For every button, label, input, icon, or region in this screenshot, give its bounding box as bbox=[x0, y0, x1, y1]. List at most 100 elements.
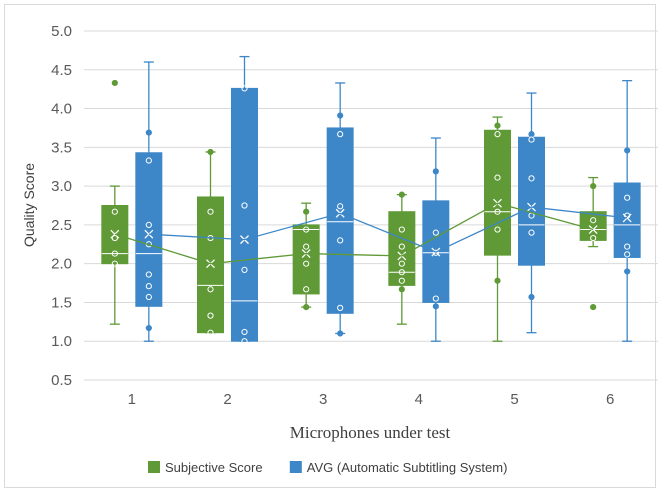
box-3 bbox=[326, 82, 354, 337]
mean-lines bbox=[114, 202, 628, 265]
outlier-point bbox=[590, 183, 597, 190]
y-tick-label: 2.0 bbox=[51, 256, 72, 273]
y-tick-label: 2.5 bbox=[51, 217, 72, 234]
x-tick-label: 1 bbox=[128, 391, 136, 408]
inner-point bbox=[398, 260, 405, 267]
inner-point bbox=[303, 226, 310, 233]
outlier-point bbox=[303, 303, 310, 311]
y-tick-label: 1.5 bbox=[51, 294, 72, 311]
box-3 bbox=[292, 202, 320, 311]
legend-swatch bbox=[289, 461, 302, 473]
box-4 bbox=[388, 191, 416, 325]
inner-point bbox=[398, 269, 405, 276]
legend-swatch bbox=[148, 461, 160, 473]
y-tick-label: 1.0 bbox=[51, 333, 72, 350]
inner-point bbox=[145, 157, 152, 164]
x-tick-label: 6 bbox=[606, 391, 614, 408]
inner-point bbox=[494, 131, 501, 138]
outlier-point bbox=[494, 122, 501, 129]
inner-point bbox=[337, 203, 344, 210]
outlier-point bbox=[145, 324, 152, 332]
inner-point bbox=[207, 329, 214, 336]
x-tick-label: 2 bbox=[223, 391, 231, 408]
inner-point bbox=[145, 221, 152, 228]
inner-point bbox=[432, 295, 439, 302]
outlier-point bbox=[432, 168, 439, 175]
outlier-point bbox=[432, 303, 439, 310]
outlier-point bbox=[528, 131, 535, 138]
y-tick-label: 4.5 bbox=[51, 62, 72, 79]
box-iqr bbox=[579, 211, 607, 241]
outlier-point bbox=[494, 277, 501, 284]
x-axis-label: Microphones under test bbox=[290, 423, 451, 442]
inner-point bbox=[111, 208, 118, 215]
y-tick-label: 0.5 bbox=[51, 372, 72, 389]
box-2 bbox=[231, 55, 258, 345]
outlier-point bbox=[207, 148, 214, 156]
y-tick-label: 3.5 bbox=[51, 139, 72, 156]
mean-line-subjective-score bbox=[114, 202, 594, 265]
series-avg bbox=[135, 55, 641, 345]
inner-point bbox=[303, 260, 310, 267]
inner-point bbox=[145, 271, 152, 278]
inner-point bbox=[528, 229, 535, 236]
inner-point bbox=[590, 234, 597, 242]
inner-point bbox=[398, 243, 405, 250]
inner-point bbox=[145, 283, 152, 290]
inner-point bbox=[303, 286, 310, 293]
outlier-point bbox=[111, 79, 118, 87]
inner-point bbox=[624, 251, 631, 258]
y-axis-label: Quality Score bbox=[21, 163, 37, 247]
inner-point bbox=[398, 277, 405, 284]
box-1 bbox=[101, 79, 129, 325]
legend-entry: Subjective Score bbox=[148, 460, 263, 475]
inner-point bbox=[241, 202, 248, 209]
box-iqr bbox=[613, 182, 641, 258]
grid-lines bbox=[84, 30, 658, 381]
legend-label: Subjective Score bbox=[165, 460, 263, 475]
y-tick-label: 4.0 bbox=[51, 101, 72, 118]
box-4 bbox=[422, 137, 450, 342]
box-iqr bbox=[197, 196, 224, 334]
box-iqr bbox=[326, 127, 354, 314]
inner-point bbox=[398, 226, 405, 233]
y-tick-label: 5.0 bbox=[51, 23, 72, 40]
inner-point bbox=[111, 260, 118, 267]
inner-point bbox=[241, 338, 248, 345]
inner-point bbox=[590, 217, 597, 224]
x-tick-label: 4 bbox=[415, 391, 423, 408]
mean-marker bbox=[588, 225, 598, 235]
box-iqr bbox=[231, 87, 258, 342]
inner-point bbox=[624, 243, 631, 250]
mean-marker bbox=[144, 229, 154, 239]
outlier-point bbox=[398, 191, 405, 198]
legend-entry: AVG (Automatic Subtitling System) bbox=[289, 460, 508, 475]
inner-point bbox=[494, 226, 501, 233]
inner-point bbox=[432, 249, 439, 256]
inner-point bbox=[241, 266, 248, 273]
inner-point bbox=[528, 136, 535, 143]
inner-point bbox=[241, 328, 248, 336]
inner-point bbox=[145, 293, 152, 301]
box-iqr bbox=[518, 136, 545, 266]
inner-point bbox=[337, 237, 344, 244]
box-series bbox=[101, 55, 641, 345]
x-tick-labels: 1 2 3 4 5 6 bbox=[128, 391, 615, 408]
inner-point bbox=[494, 208, 501, 215]
outlier-point bbox=[145, 129, 152, 136]
box-iqr bbox=[292, 224, 320, 295]
y-tick-label: 3.0 bbox=[51, 178, 72, 195]
legend: Subjective Score AVG (Automatic Subtitlin… bbox=[148, 460, 507, 475]
inner-point bbox=[624, 194, 631, 201]
outlier-point bbox=[337, 112, 344, 119]
inner-point bbox=[111, 250, 118, 257]
x-tick-label: 5 bbox=[510, 391, 518, 408]
legend-label: AVG (Automatic Subtitling System) bbox=[307, 460, 508, 475]
inner-point bbox=[111, 234, 118, 242]
inner-point bbox=[241, 85, 248, 92]
inner-point bbox=[303, 243, 310, 250]
box-1 bbox=[135, 61, 163, 342]
mean-line-avg bbox=[148, 206, 628, 253]
series-subjective-score bbox=[101, 79, 607, 342]
